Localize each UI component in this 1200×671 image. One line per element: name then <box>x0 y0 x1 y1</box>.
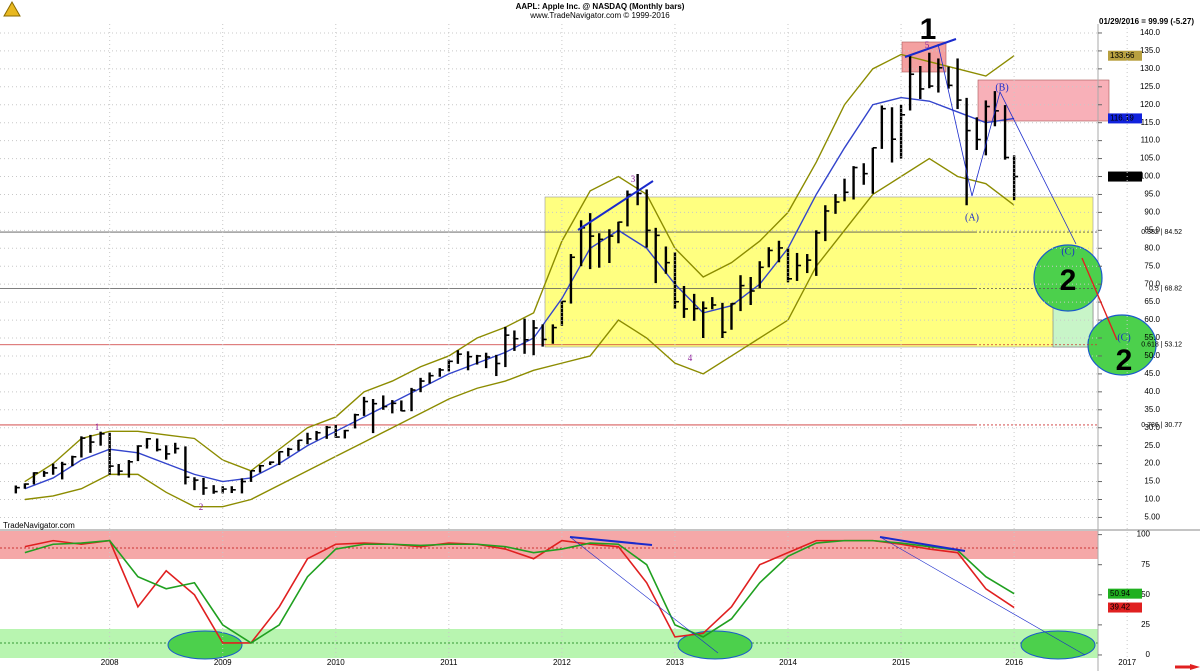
support-zone <box>544 196 1094 348</box>
y-tick-label: 105.0 <box>1140 154 1161 163</box>
y-tick-label: 40.0 <box>1144 387 1160 396</box>
y-tick-label: 0 <box>1146 650 1151 659</box>
x-tick-label: 2009 <box>214 658 232 667</box>
x-tick-label: 2013 <box>666 658 684 667</box>
wave-label: 5 <box>925 40 930 50</box>
y-tick-label: 60.0 <box>1144 315 1160 324</box>
value-tag <box>1108 171 1142 182</box>
osc-ellipse <box>677 630 753 660</box>
trend-line <box>879 536 966 552</box>
value-tag-label: 50.94 <box>1110 589 1131 598</box>
fib-label: 0.618 | 53.12 <box>1141 342 1182 349</box>
y-tick-label: 50 <box>1141 590 1150 599</box>
fib-label: 0.382 | 84.52 <box>1141 229 1182 236</box>
projection <box>569 536 719 654</box>
x-tick-label: 2015 <box>892 658 910 667</box>
y-tick-label: 25 <box>1141 620 1150 629</box>
subtitle: www.TradeNavigator.com © 1999-2016 <box>529 11 670 20</box>
y-tick-label: 55.0 <box>1144 333 1160 342</box>
y-tick-label: 90.0 <box>1144 208 1160 217</box>
wave-label: 1 <box>95 422 100 432</box>
y-tick-label: 125.0 <box>1140 82 1161 91</box>
wave-degree: 1 <box>920 13 937 46</box>
y-tick-label: 15.0 <box>1144 477 1160 486</box>
wave-path <box>937 43 1077 245</box>
wave-label: (C) <box>1117 332 1130 343</box>
y-tick-label: 115.0 <box>1141 118 1161 127</box>
value-tag <box>1108 113 1142 124</box>
y-tick-label: 10.0 <box>1144 495 1160 504</box>
y-tick-label: 110.0 <box>1141 136 1161 145</box>
title: AAPL: Apple Inc. @ NASDAQ (Monthly bars) <box>516 2 685 11</box>
y-tick-label: 5.00 <box>1144 513 1160 522</box>
wave-label: 4 <box>688 353 693 363</box>
fib-label: 0.5 | 68.82 <box>1149 285 1182 292</box>
x-tick-label: 2016 <box>1005 658 1023 667</box>
target-ellipse <box>1033 244 1103 312</box>
y-tick-label: 65.0 <box>1144 297 1160 306</box>
y-tick-label: 75.0 <box>1144 261 1160 270</box>
wave-label: (A) <box>965 212 979 223</box>
y-tick-label: 35.0 <box>1144 405 1160 414</box>
trend-line <box>577 180 654 231</box>
scroll-arrow[interactable] <box>1190 664 1200 670</box>
value-tag-label: 39.42 <box>1110 603 1131 612</box>
wave-degree: 2 <box>1116 344 1133 377</box>
value-tag-label: 99.99 <box>1110 172 1131 181</box>
red-arrow <box>1081 257 1118 341</box>
x-tick-label: 2008 <box>101 658 119 667</box>
quote: 01/29/2016 = 99.99 (-5.27) <box>1099 17 1194 26</box>
trend-line <box>904 38 957 58</box>
x-tick-label: 2010 <box>327 658 345 667</box>
watermark: TradeNavigator.com <box>3 521 75 530</box>
band-line <box>24 157 1015 508</box>
value-tag <box>1108 50 1142 61</box>
value-tag <box>1108 602 1142 613</box>
y-tick-label: 25.0 <box>1144 441 1160 450</box>
oscillator-line <box>24 539 1015 644</box>
value-tag-label: 116.19 <box>1110 114 1134 123</box>
trend-line <box>569 536 653 546</box>
wave-degree: 2 <box>1060 264 1077 297</box>
y-tick-label: 135.0 <box>1140 46 1161 55</box>
y-tick-label: 80.0 <box>1144 243 1160 252</box>
band-line <box>24 53 1015 483</box>
y-tick-label: 130.0 <box>1140 64 1161 73</box>
x-tick-label: 2012 <box>553 658 571 667</box>
y-tick-label: 70.0 <box>1144 279 1160 288</box>
x-tick-label: 2011 <box>440 658 458 667</box>
y-tick-label: 140.0 <box>1140 28 1161 37</box>
x-tick-label: 2017 <box>1118 658 1136 667</box>
b-zone <box>977 79 1110 122</box>
y-tick-label: 50.0 <box>1144 351 1160 360</box>
osc-ellipse <box>167 630 243 660</box>
y-tick-label: 85.0 <box>1144 225 1160 234</box>
wave-label: (C) <box>1061 246 1074 257</box>
x-tick-label: 2014 <box>779 658 797 667</box>
drawings <box>569 38 1118 656</box>
band-line <box>24 96 1015 490</box>
wave-label: 2 <box>199 502 204 512</box>
value-tag-label: 133.66 <box>1110 51 1135 60</box>
y-tick-label: 30.0 <box>1144 423 1160 432</box>
y-tick-label: 120.0 <box>1140 100 1161 109</box>
y-tick-label: 95.0 <box>1144 190 1160 199</box>
fib-label: 0.786 | 30.77 <box>1141 422 1182 429</box>
wave-label: 3 <box>631 174 636 184</box>
logo <box>3 0 21 17</box>
y-tick-label: 100.0 <box>1140 172 1161 181</box>
y-tick-label: 20.0 <box>1144 459 1160 468</box>
y-tick-label: 100 <box>1137 530 1151 539</box>
y-tick-label: 75 <box>1141 560 1150 569</box>
osc-ellipse <box>1020 630 1096 660</box>
projection <box>879 536 1086 656</box>
y-tick-label: 45.0 <box>1144 369 1160 378</box>
wave-label: (B) <box>995 82 1008 93</box>
value-tag <box>1108 588 1142 599</box>
